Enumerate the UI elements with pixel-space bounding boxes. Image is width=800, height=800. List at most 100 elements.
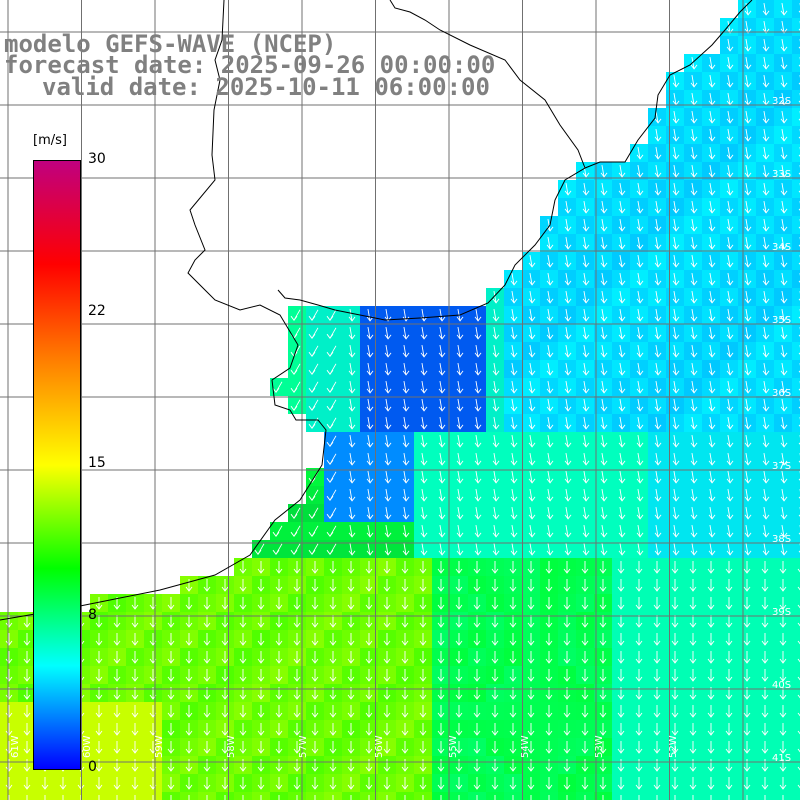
wind-arrow <box>744 327 752 340</box>
wind-arrow <box>725 633 733 646</box>
wind-arrow <box>707 561 715 574</box>
wind-arrow <box>762 471 770 484</box>
wind-arrow <box>23 741 31 754</box>
wind-arrow <box>437 615 445 628</box>
colorbar-tick-22: 22 <box>88 303 106 319</box>
wind-arrow <box>348 345 356 358</box>
wind-arrow <box>563 759 571 772</box>
wind-arrow <box>725 669 733 682</box>
wind-arrow <box>744 471 752 484</box>
wind-arrow <box>600 255 608 268</box>
wind-arrow <box>528 471 536 484</box>
wind-arrow <box>275 723 283 736</box>
wind-arrow <box>348 327 356 340</box>
wind-arrow <box>492 543 500 556</box>
wind-arrow <box>582 273 590 286</box>
colorbar-tick-30: 30 <box>88 151 106 167</box>
lon-label-58w: 58W <box>226 735 237 758</box>
wind-arrow <box>671 579 679 592</box>
wind-arrow <box>744 165 752 178</box>
wind-cell <box>792 594 800 612</box>
wind-arrow <box>566 795 568 800</box>
valid-date: valid date: 2025-10-11 06:00:00 <box>42 73 490 101</box>
wind-arrow <box>635 633 643 646</box>
wind-arrow <box>326 417 337 429</box>
wind-arrow <box>762 219 770 232</box>
wind-arrow <box>780 543 788 556</box>
lat-label-41s: 41S <box>772 753 791 764</box>
wind-arrow <box>311 705 319 718</box>
wind-arrow <box>492 507 500 520</box>
wind-arrow <box>95 759 103 772</box>
wind-arrow <box>242 795 244 800</box>
wind-arrow <box>510 435 518 448</box>
wind-arrow <box>584 795 586 800</box>
wind-arrow <box>744 219 752 232</box>
wind-arrow <box>311 561 319 574</box>
wind-arrow <box>708 525 716 538</box>
wind-arrow <box>528 291 536 304</box>
wind-arrow <box>653 633 661 646</box>
wind-arrow <box>326 435 337 447</box>
wind-arrow <box>744 147 752 160</box>
wind-arrow <box>582 543 590 556</box>
wind-arrow <box>401 777 409 790</box>
wind-arrow <box>419 597 427 610</box>
wind-arrow <box>782 795 784 800</box>
wind-arrow <box>618 309 626 322</box>
wind-arrow <box>528 435 536 448</box>
wind-arrow <box>743 741 751 754</box>
wind-arrow <box>581 669 589 682</box>
wind-arrow <box>564 327 572 340</box>
wind-arrow <box>383 651 391 664</box>
wind-arrow <box>366 363 374 376</box>
wind-arrow <box>365 705 373 718</box>
wind-arrow <box>422 795 424 800</box>
wind-arrow <box>348 399 356 412</box>
wind-arrow <box>636 309 644 322</box>
wind-arrow <box>545 705 553 718</box>
wind-arrow <box>257 723 265 736</box>
lon-label-53w: 53W <box>594 735 605 758</box>
wind-arrow <box>726 273 734 286</box>
wind-arrow <box>239 615 247 628</box>
wind-arrow <box>401 759 409 772</box>
wind-arrow <box>780 219 788 232</box>
wind-arrow <box>653 597 661 610</box>
wind-arrow <box>383 669 391 682</box>
wind-arrow <box>401 579 409 592</box>
wind-arrow <box>546 417 554 430</box>
wind-arrow <box>473 705 481 718</box>
wind-arrow <box>420 435 428 448</box>
wind-arrow <box>131 723 139 736</box>
wind-cell <box>792 180 800 198</box>
wind-arrow <box>456 435 464 448</box>
wind-arrow <box>797 658 800 663</box>
wind-arrow <box>402 417 410 430</box>
wind-arrow <box>707 579 715 592</box>
wind-arrow <box>672 507 680 520</box>
wind-arrow <box>636 525 644 538</box>
wind-arrow <box>365 561 373 574</box>
wind-arrow <box>726 129 734 142</box>
wind-arrow <box>293 669 301 682</box>
wind-arrow <box>654 525 662 538</box>
wind-arrow <box>725 597 733 610</box>
wind-cell <box>792 630 800 648</box>
wind-arrow <box>509 561 517 574</box>
wind-arrow <box>347 651 355 664</box>
wind-arrow <box>329 615 337 628</box>
wind-arrow <box>528 309 536 322</box>
wind-arrow <box>797 730 800 735</box>
wind-arrow <box>272 381 283 393</box>
wind-arrow <box>726 525 734 538</box>
wind-arrow <box>384 453 392 466</box>
wind-arrow <box>743 669 751 682</box>
wind-arrow <box>761 597 769 610</box>
wind-arrow <box>528 345 536 358</box>
wind-arrow <box>401 561 409 574</box>
wind-arrow <box>797 712 800 717</box>
wind-arrow <box>290 381 301 393</box>
wind-arrow <box>203 651 211 664</box>
wind-arrow <box>581 759 589 772</box>
